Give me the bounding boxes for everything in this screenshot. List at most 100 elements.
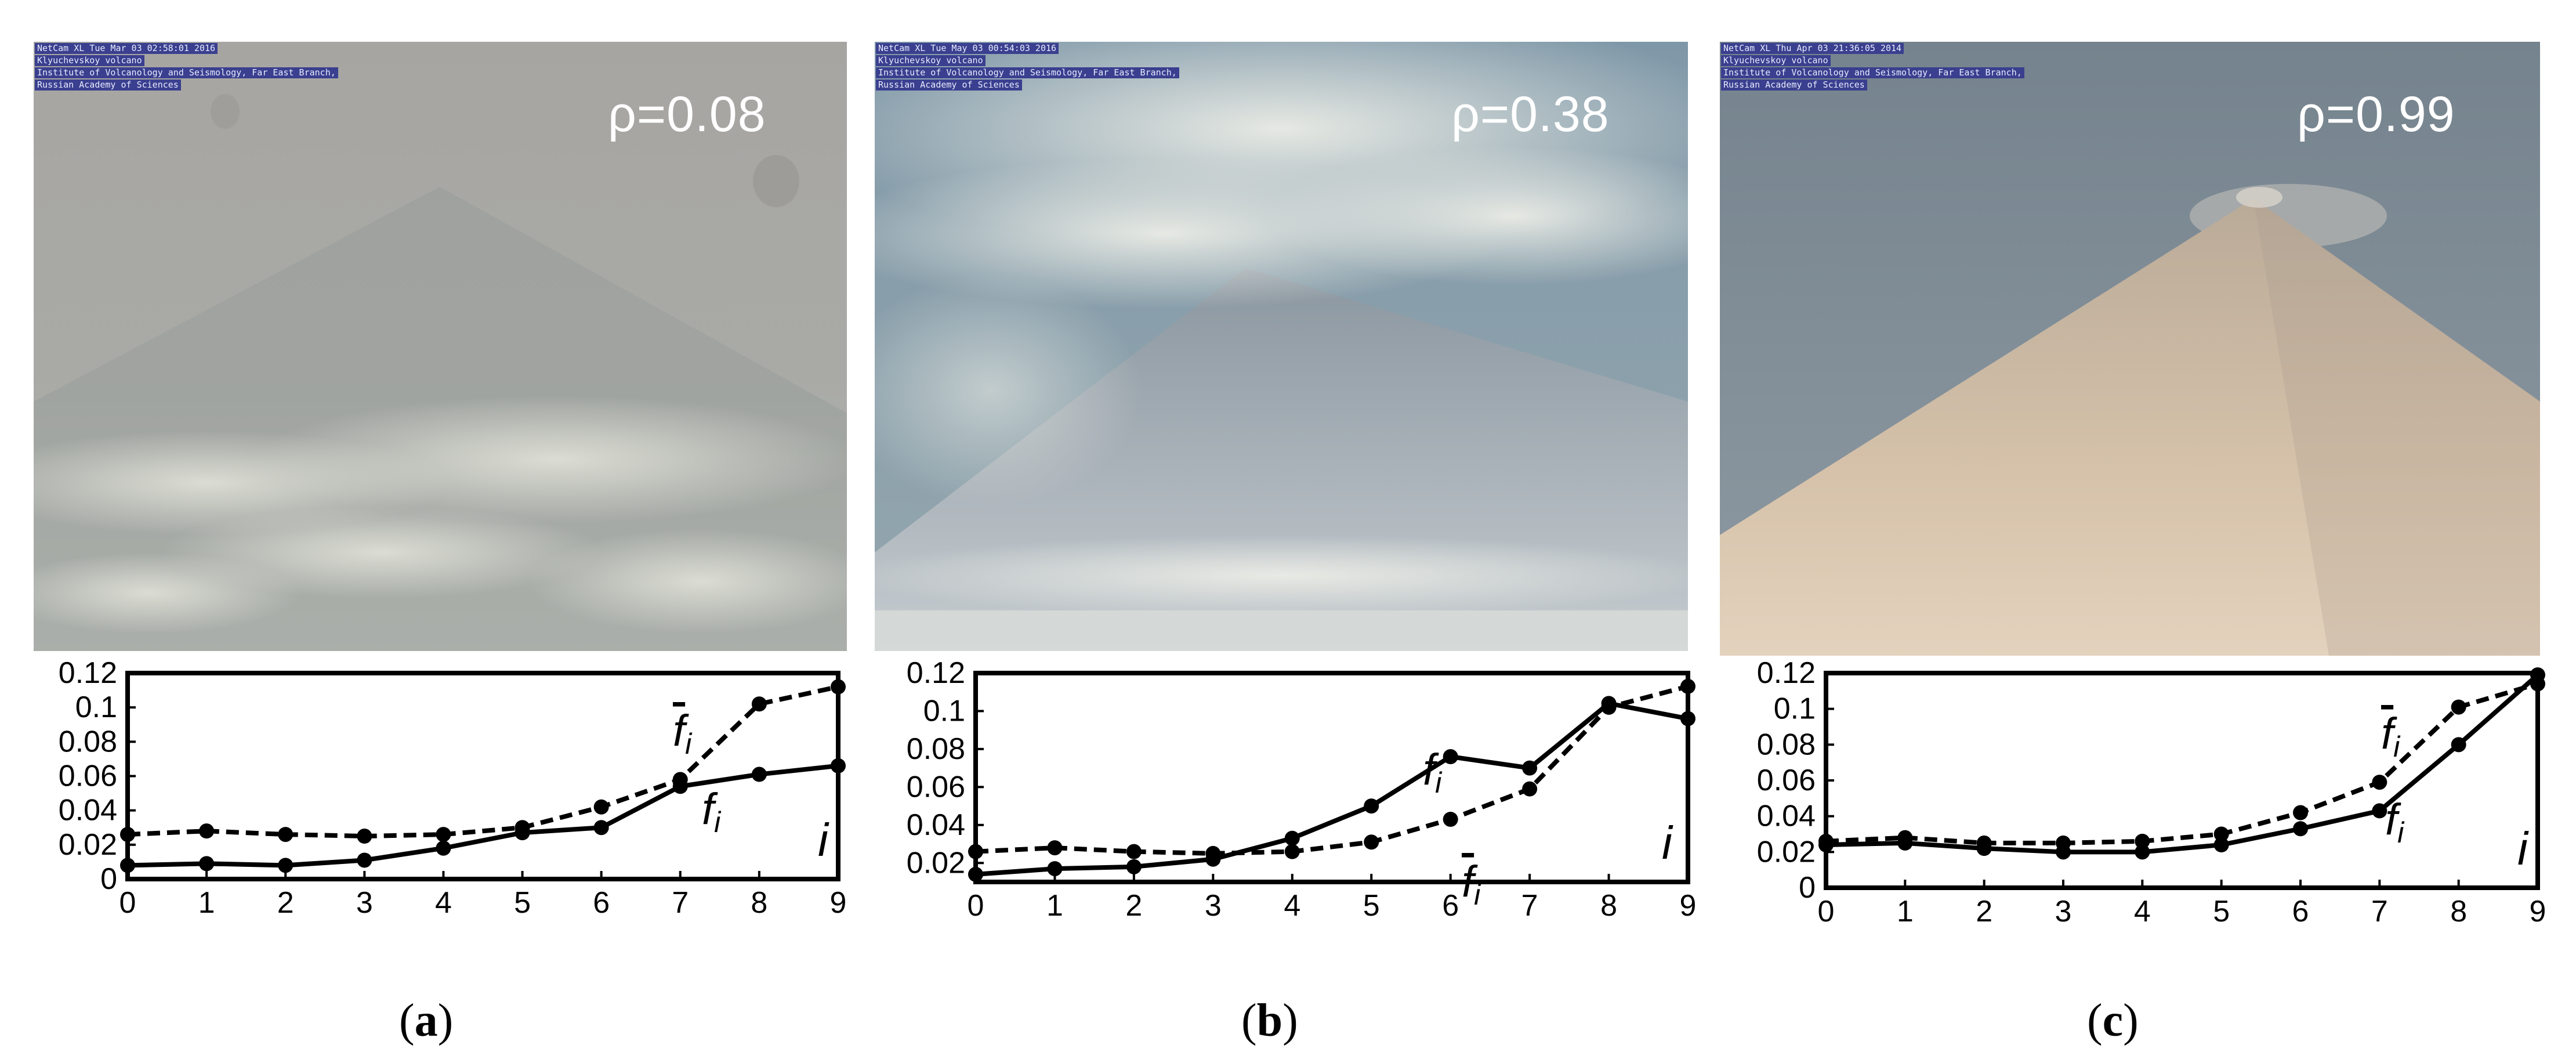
x-tick-label: 2: [277, 886, 294, 920]
series-fbar-point: [1522, 781, 1538, 797]
caption-open-paren: (: [399, 995, 415, 1046]
series-f-point: [436, 840, 451, 856]
series-fbar-point: [831, 679, 846, 695]
series-f-line: [127, 763, 839, 868]
series-f-point: [357, 852, 372, 868]
series-fbar-label: fi: [2381, 709, 2401, 763]
x-tick-label: 1: [1897, 895, 1914, 928]
series-fbar-line: [975, 684, 1689, 856]
webcam-stamp-c: NetCam XL Thu Apr 03 21:36:05 2014 Klyuc…: [1721, 43, 2024, 92]
series-fbar-point: [1897, 830, 1913, 845]
stamp-line: Institute of Volcanology and Seismology,…: [876, 67, 1179, 78]
photo-a: [34, 42, 847, 651]
x-axis-label: i: [1662, 817, 1673, 869]
y-tick-label: 0.02: [907, 846, 965, 880]
x-tick-label: 2: [1125, 889, 1142, 923]
y-tick-label: 0.1: [1774, 692, 1816, 726]
series-fbar-point: [1047, 840, 1063, 856]
x-tick-label: 3: [2055, 895, 2072, 928]
caption-c: (c): [2087, 995, 2139, 1047]
series-fbar-point: [515, 820, 530, 836]
x-tick-label: 6: [1442, 889, 1459, 923]
series-f-point: [2451, 737, 2466, 753]
series-f-point: [2135, 844, 2150, 860]
series-label-sub: i: [1474, 878, 1481, 911]
webcam-stamp-b: NetCam XL Tue May 03 00:54:03 2016 Klyuc…: [876, 43, 1179, 92]
series-f-point: [1680, 711, 1695, 726]
rho-label-b: ρ=0.38: [1451, 86, 1610, 142]
series-fbar-point: [593, 799, 609, 815]
x-tick-label: 9: [2530, 895, 2546, 928]
chart-a: 0 0.02 0.04 0.06 0.08 0.1 0.12 0 1 2 3 4 5 6 7 8 9 fi fi i: [0, 656, 858, 957]
x-axis-label: i: [2517, 823, 2529, 874]
x-tick-label: 8: [751, 886, 767, 920]
series-fbar-point: [1680, 678, 1695, 694]
series-fbar-line: [1825, 681, 2539, 845]
series-fbar-point: [120, 827, 135, 843]
series-fbar-label: fi: [673, 706, 693, 760]
series-fbar-point: [2372, 775, 2387, 790]
y-tick-label: 0.04: [907, 808, 965, 842]
series-f-point: [120, 858, 135, 873]
stamp-line: NetCam XL Tue May 03 00:54:03 2016: [876, 43, 1059, 54]
y-tick-label: 0.08: [1757, 728, 1816, 761]
series-f-point: [1443, 749, 1458, 764]
x-tick-label: 7: [1521, 889, 1538, 923]
x-tick-label: 3: [356, 886, 373, 920]
series-fbar-point: [1601, 699, 1617, 715]
y-tick-label: 0: [100, 862, 117, 896]
series-fbar-point: [968, 844, 983, 859]
series-f-label: fi: [1423, 745, 1443, 799]
plot-frame: [973, 671, 1690, 884]
x-tick-label: 8: [1600, 889, 1617, 923]
series-f-point: [278, 858, 294, 873]
stamp-line: NetCam XL Thu Apr 03 21:36:05 2014: [1721, 43, 1904, 54]
series-fbar-point: [1205, 845, 1221, 861]
x-tick-label: 6: [2292, 895, 2309, 928]
webcam-stamp-a: NetCam XL Tue Mar 03 02:58:01 2016 Klyuc…: [35, 43, 338, 92]
y-tick-label: 0.06: [907, 770, 965, 804]
series-f-point: [593, 820, 609, 836]
series-fbar-point: [672, 772, 688, 787]
series-f-point: [968, 866, 983, 882]
y-tick-label: 0.12: [907, 656, 965, 690]
series-f-point: [1522, 760, 1538, 776]
stamp-line: Russian Academy of Sciences: [1721, 79, 1867, 91]
stamp-line: Klyuchevskoy volcano: [35, 55, 144, 66]
y-tick-label: 0.08: [59, 725, 117, 758]
y-tick-label: 0.06: [59, 760, 117, 793]
series-f-point: [751, 766, 767, 782]
x-tick-label: 9: [830, 886, 847, 920]
series-label-sub: i: [2397, 816, 2405, 849]
plot-frame: [125, 671, 840, 881]
photo-b: [875, 42, 1688, 651]
series-label-sub: i: [714, 806, 722, 838]
stamp-line: Klyuchevskoy volcano: [876, 55, 986, 66]
series-f-point: [2372, 803, 2387, 819]
x-tick-label: 3: [1205, 889, 1222, 923]
x-tick-label: 5: [514, 886, 531, 920]
series-fbar-point: [1284, 844, 1300, 859]
caption-open-paren: (: [2087, 995, 2103, 1046]
series-fbar-point: [436, 827, 451, 843]
y-tick-label: 0.04: [59, 794, 117, 827]
x-tick-label: 7: [2371, 895, 2388, 928]
y-tick-label: 0.12: [59, 656, 117, 690]
chart-c: 0 0.02 0.04 0.06 0.08 0.1 0.12 0 1 2 3 4 5 6 7 8 9 fi fi i: [1694, 656, 2564, 957]
series-fbar-point: [751, 696, 767, 712]
x-tick-label: 4: [1284, 889, 1300, 923]
series-label-sub: i: [1435, 766, 1443, 799]
y-tick-label: 0.04: [1757, 800, 1816, 833]
x-tick-label: 4: [435, 886, 452, 920]
series-fbar-point: [2530, 676, 2545, 692]
y-tick-label: 0.08: [907, 732, 965, 766]
y-tick-label: 0: [1799, 871, 1816, 905]
x-tick-label: 0: [968, 889, 984, 923]
chart-b: 0.02 0.04 0.06 0.08 0.1 0.12 0 1 2 3 4 5 6 7 8 9 fi fi i: [847, 656, 1705, 957]
x-tick-label: 5: [1363, 889, 1380, 923]
photo-c: [1720, 42, 2540, 656]
x-tick-label: 5: [2213, 895, 2230, 928]
y-tick-label: 0.02: [59, 828, 117, 862]
